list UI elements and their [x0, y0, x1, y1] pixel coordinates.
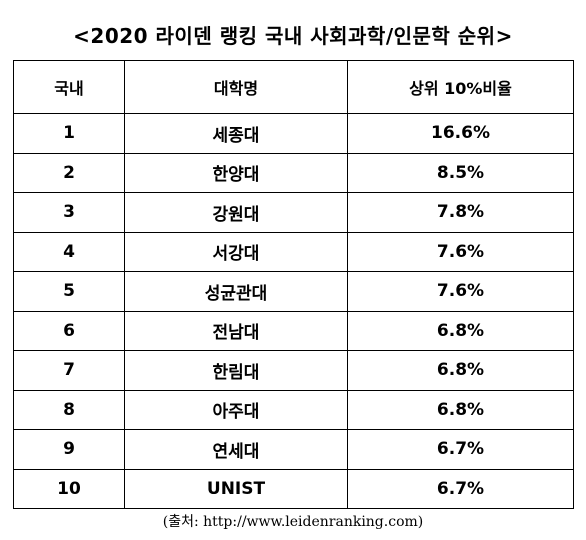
- ratio-cell: 6.8%: [347, 389, 574, 430]
- table-row: 1 세종대 16.6%: [13, 113, 574, 154]
- rank-cell: 6: [13, 310, 125, 351]
- table-row: 2 한양대 8.5%: [13, 152, 574, 193]
- table-row: 7 한림대 6.8%: [13, 350, 574, 391]
- header-rank: 국내: [13, 60, 125, 114]
- table-row: 4 서강대 7.6%: [13, 231, 574, 272]
- ratio-cell: 8.5%: [347, 152, 574, 193]
- table-row: 8 아주대 6.8%: [13, 389, 574, 430]
- university-cell: 한림대: [124, 350, 348, 391]
- ratio-cell: 6.7%: [347, 468, 574, 509]
- document-title: <2020 라이덴 랭킹 국내 사회과학/인문학 순위>: [73, 24, 513, 48]
- ratio-cell: 7.6%: [347, 271, 574, 312]
- rank-cell: 3: [13, 192, 125, 233]
- rank-cell: 5: [13, 271, 125, 312]
- rank-cell: 2: [13, 152, 125, 193]
- university-cell: 연세대: [124, 429, 348, 470]
- university-cell: 서강대: [124, 231, 348, 272]
- ratio-cell: 6.8%: [347, 310, 574, 351]
- table-row: 10 UNIST 6.7%: [13, 468, 574, 509]
- ratio-cell: 16.6%: [347, 113, 574, 154]
- rank-cell: 7: [13, 350, 125, 391]
- university-cell: 세종대: [124, 113, 348, 154]
- table-row: 6 전남대 6.8%: [13, 310, 574, 351]
- table-row: 3 강원대 7.8%: [13, 192, 574, 233]
- table-row: 9 연세대 6.7%: [13, 429, 574, 470]
- rank-cell: 8: [13, 389, 125, 430]
- university-cell: 한양대: [124, 152, 348, 193]
- ranking-table: 국내 대학명 상위 10%비율 1 세종대 16.6% 2 한양대 8.5% 3…: [13, 60, 574, 509]
- university-cell: UNIST: [124, 468, 348, 509]
- header-ratio: 상위 10%비율: [347, 60, 574, 114]
- source-caption: (출처: http://www.leidenranking.com): [162, 514, 424, 530]
- ratio-cell: 7.8%: [347, 192, 574, 233]
- rank-cell: 1: [13, 113, 125, 154]
- university-cell: 아주대: [124, 389, 348, 430]
- ratio-cell: 7.6%: [347, 231, 574, 272]
- header-university: 대학명: [124, 60, 348, 114]
- rank-cell: 4: [13, 231, 125, 272]
- ratio-cell: 6.7%: [347, 429, 574, 470]
- table-row: 5 성균관대 7.6%: [13, 271, 574, 312]
- table-header-row: 국내 대학명 상위 10%비율: [13, 60, 574, 114]
- university-cell: 전남대: [124, 310, 348, 351]
- rank-cell: 10: [13, 468, 125, 509]
- university-cell: 성균관대: [124, 271, 348, 312]
- university-cell: 강원대: [124, 192, 348, 233]
- ratio-cell: 6.8%: [347, 350, 574, 391]
- rank-cell: 9: [13, 429, 125, 470]
